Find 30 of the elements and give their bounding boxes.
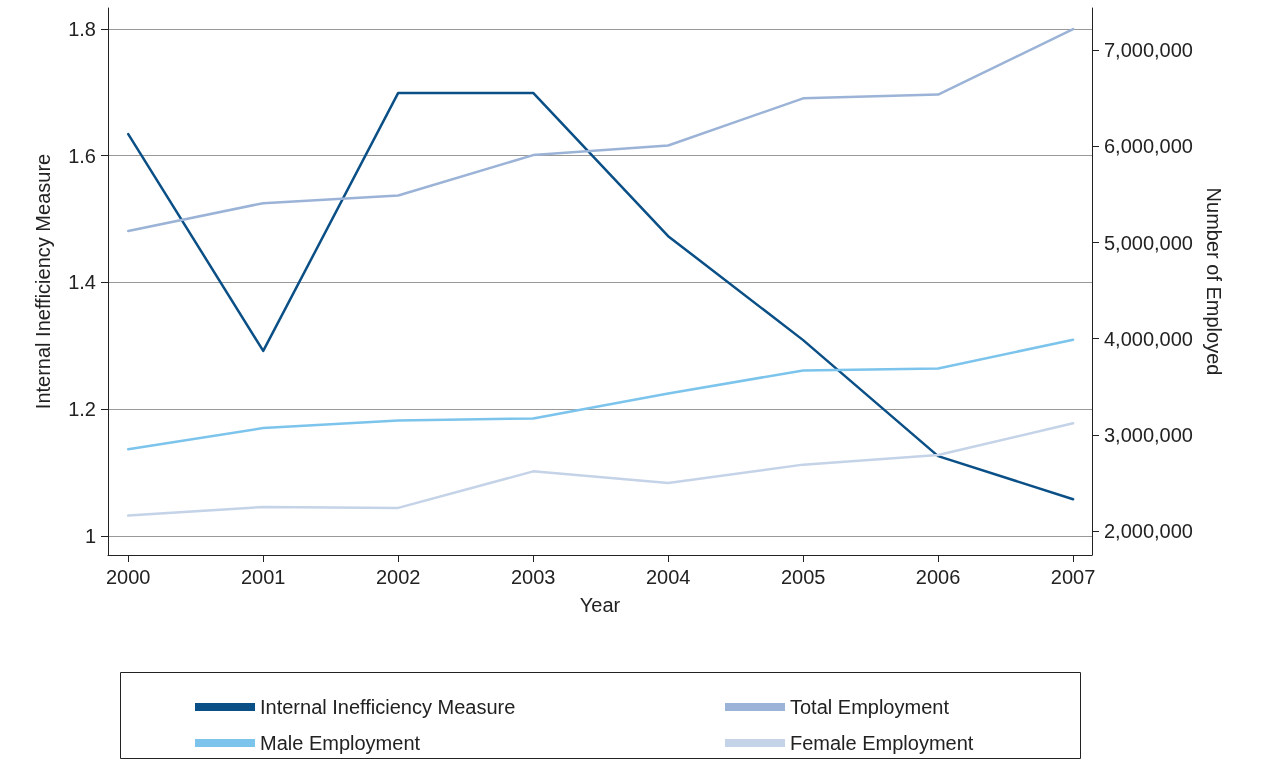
y2-tick-label: 3,000,000 <box>1104 423 1193 446</box>
y2-axis-title: Number of Employed <box>1202 187 1225 376</box>
x-tick-label: 2001 <box>240 566 286 588</box>
y-tick-label: 1.6 <box>68 144 96 167</box>
y-tick-label: 1.8 <box>68 17 96 40</box>
y2-tick-label: 2,000,000 <box>1104 519 1193 542</box>
x-tick-label: 2002 <box>375 566 421 588</box>
x-tick-label: 2000 <box>106 566 151 588</box>
y-tick-label: 1.2 <box>68 398 96 421</box>
legend-label: Total Employment <box>790 696 950 718</box>
line-series <box>127 27 1075 233</box>
y-tick-label: 1 <box>84 524 96 547</box>
x-tick-label: 2007 <box>1050 566 1096 588</box>
x-tick-label: 2003 <box>510 566 556 588</box>
y2-tick-label: 4,000,000 <box>1104 327 1193 350</box>
y2-tick-label: 7,000,000 <box>1104 39 1193 62</box>
y-tick-label: 1.4 <box>68 271 96 294</box>
y2-tick-label: 6,000,000 <box>1104 135 1193 158</box>
line-series <box>127 422 1075 517</box>
x-tick-label: 2006 <box>915 566 961 588</box>
x-axis-title: Year <box>579 594 621 616</box>
y2-tick-label: 5,000,000 <box>1104 231 1193 254</box>
x-tick-label: 2004 <box>645 566 691 588</box>
x-tick-label: 2005 <box>780 566 826 588</box>
legend-label: Female Employment <box>790 732 974 754</box>
line-series <box>127 91 1075 501</box>
y-axis-title: Internal Inefficiency Measure <box>32 153 54 410</box>
legend-label: Male Employment <box>260 732 421 754</box>
line-series <box>127 338 1075 451</box>
legend-label: Internal Inefficiency Measure <box>260 696 516 718</box>
